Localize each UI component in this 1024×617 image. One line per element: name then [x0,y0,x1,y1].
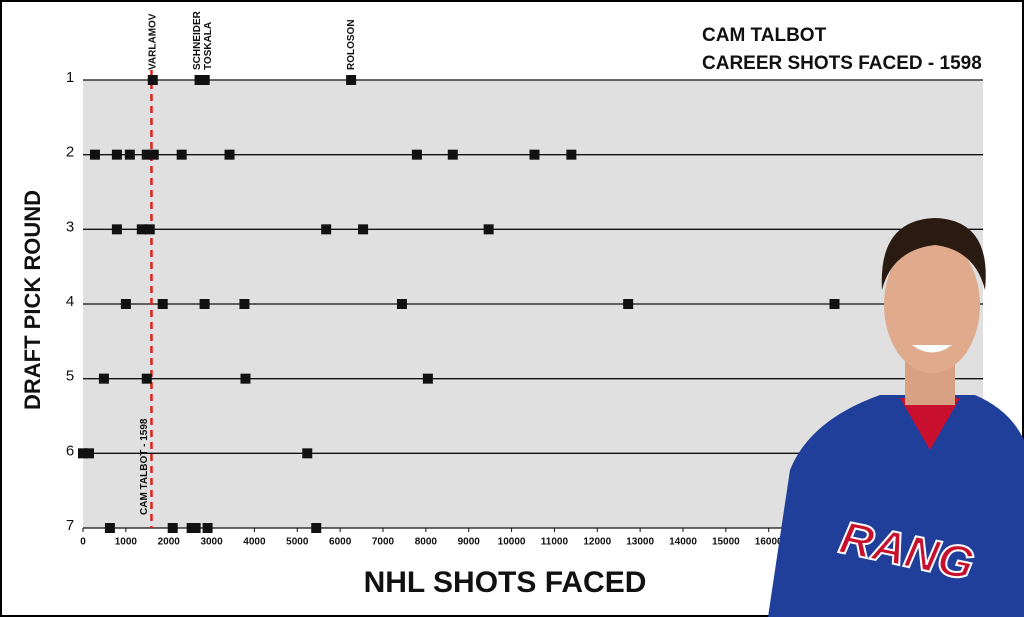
point [194,75,205,85]
x-axis-label: NHL SHOTS FACED [364,566,647,599]
point [302,448,313,459]
x-tick-label: 16000 [755,537,783,548]
point [157,299,168,309]
x-tick-label: 13000 [626,537,654,548]
chart-title: CAM TALBOT [702,25,827,46]
plot-area: 1 2 3 4 5 6 70 1000 2000 3000 4000 5000 6000 7000 8000… [66,10,983,548]
point [147,75,158,85]
y-tick-label: 1 [66,69,74,86]
x-tick-label: 9000 [458,537,481,548]
point [321,224,332,235]
point [176,149,187,160]
point-annotation: ROLOSON [346,19,357,70]
point [124,149,135,160]
x-tick-label: 11000 [541,537,569,548]
point [78,448,88,459]
point [111,149,122,160]
x-tick-label: 4000 [243,537,266,548]
point [566,149,577,160]
point-annotation: TOSKALA [203,22,214,70]
x-tick-label: 6000 [329,537,352,548]
point [447,149,458,160]
y-tick-label: 7 [66,517,74,534]
point [346,75,357,85]
reference-label: CAM TALBOT - 1598 [139,418,150,515]
point-annotation: SCHNEIDER [192,10,203,70]
point [136,224,147,235]
point [411,149,422,160]
y-tick-label: 6 [66,442,74,459]
point [104,523,115,533]
y-tick-label: 2 [66,144,74,161]
point [141,149,152,160]
x-tick-label: 2000 [158,537,181,548]
point [190,523,201,533]
point [144,224,155,235]
x-tick-label: 0 [80,537,86,548]
point [202,523,213,533]
x-tick-label: 10000 [498,537,526,548]
point [623,299,634,309]
point-annotation: VARLAMOV [147,13,158,70]
point [224,149,235,160]
x-tick-label: 3000 [200,537,223,548]
jersey [768,395,1024,617]
point [422,373,433,384]
point [311,523,322,533]
face [884,237,980,373]
point [829,299,840,309]
smile [912,345,952,353]
point [358,224,369,235]
x-tick-label: 5000 [286,537,309,548]
point [529,149,540,160]
point [239,299,250,309]
point [167,523,178,533]
y-tick-label: 5 [66,368,74,385]
x-tick-label: 1000 [115,537,138,548]
point [240,373,251,384]
point [141,373,152,384]
x-tick-label: 7000 [372,537,395,548]
point [84,448,94,459]
x-tick-label: 12000 [583,537,611,548]
point [111,224,122,235]
chart-subtitle: CAREER SHOTS FACED - 1598 [702,53,982,74]
point [483,224,494,235]
player-photo: RANG [768,218,1024,617]
collar [900,398,960,450]
x-tick-label: 15000 [712,537,740,548]
point [98,373,109,384]
hair [881,218,986,290]
x-tick-label: 8000 [415,537,438,548]
point [148,149,159,160]
y-axis-label: DRAFT PICK ROUND [20,190,45,410]
y-tick-label: 3 [66,218,74,235]
point [120,299,131,309]
y-tick-label: 4 [66,293,74,310]
point [199,75,210,85]
x-tick-label: 14000 [669,537,697,548]
point [396,299,407,309]
point [199,299,210,309]
point [89,149,100,160]
